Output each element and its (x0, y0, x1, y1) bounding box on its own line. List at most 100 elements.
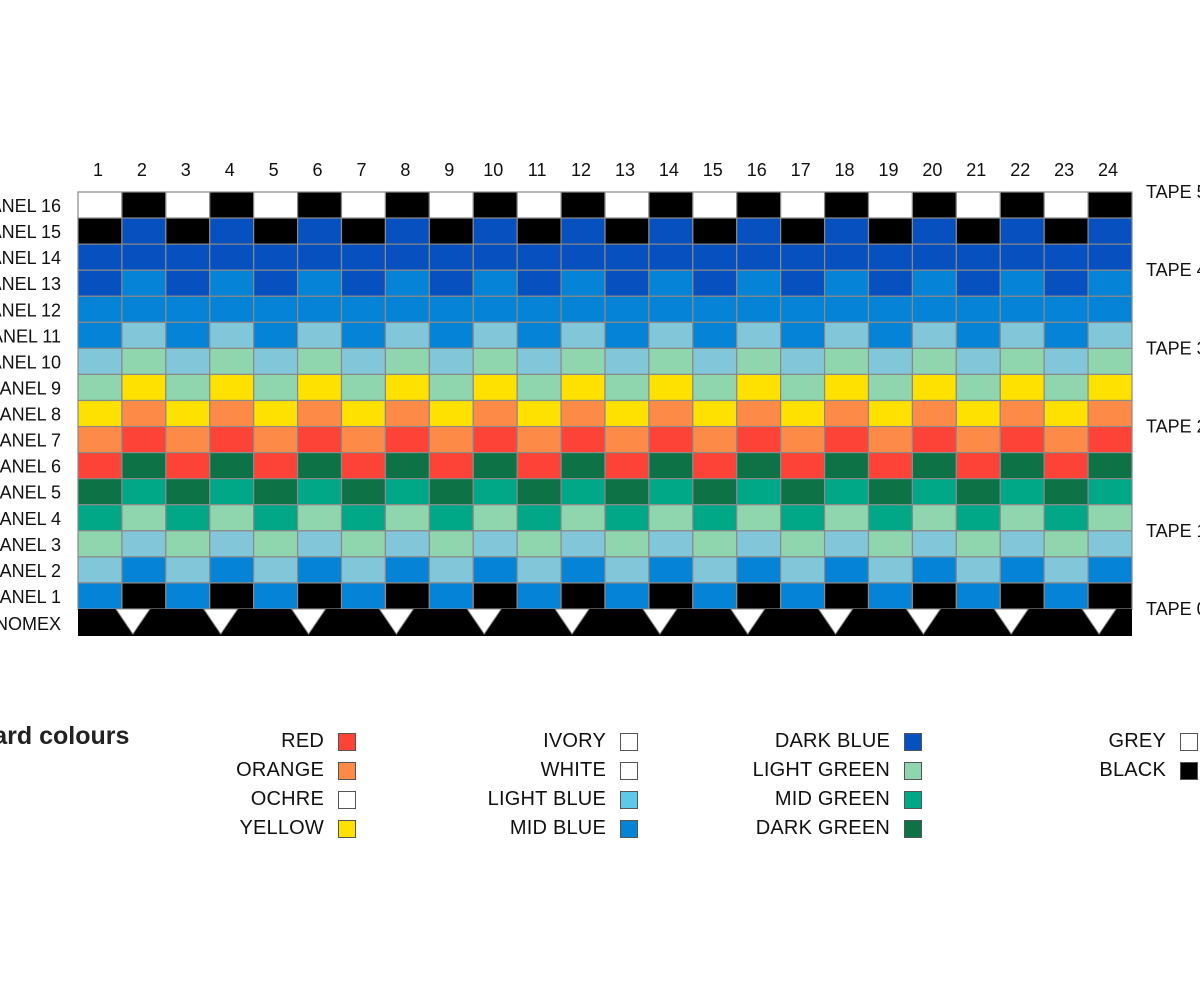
panel-cell (560, 425, 606, 454)
panel-cell (1087, 504, 1133, 532)
panel-cell (296, 582, 343, 610)
panel-label: PANEL 1 (0, 587, 61, 607)
panel-cell (648, 269, 694, 297)
panel-cell (209, 373, 255, 402)
panel-cell (560, 504, 606, 532)
panel-cell (911, 217, 957, 245)
panel-cell (340, 582, 387, 610)
panel-cell (472, 373, 518, 402)
panel-cell (384, 191, 430, 219)
column-number: 16 (747, 160, 767, 180)
panel-cell (516, 399, 562, 428)
panel-cell (604, 217, 650, 245)
legend-item: OCHRE (160, 785, 356, 814)
panel-cell (648, 425, 694, 454)
panel-cell (472, 504, 518, 532)
panel-cell (560, 269, 606, 297)
panel-cell (955, 243, 1001, 271)
ivory-swatch (620, 732, 638, 751)
mid-blue-swatch (620, 819, 638, 838)
panel-cell (1043, 243, 1089, 271)
panel-cell (165, 530, 211, 558)
panel-cell (165, 556, 211, 584)
panel-cell (384, 399, 430, 428)
panel-cell (340, 295, 387, 323)
panel-cell (692, 452, 738, 480)
panel-cell (121, 399, 167, 428)
panel-cell (780, 373, 826, 402)
panel-cell (780, 478, 826, 506)
panel-cell (1087, 217, 1133, 245)
panel-cell (692, 243, 738, 271)
panel-cell (121, 530, 167, 558)
panel-cell (340, 347, 387, 376)
panel-cell (77, 478, 123, 506)
panel-cell (780, 399, 826, 428)
panel-cell (428, 347, 474, 376)
panel-cell (77, 321, 123, 349)
legend-item-label: RED (281, 730, 324, 752)
panel-cell (692, 347, 738, 376)
panel-cell (1043, 295, 1089, 323)
panel-cell (253, 530, 299, 558)
panel-cell (955, 347, 1001, 376)
panel-label: PANEL 7 (0, 431, 61, 451)
panel-label: PANEL 11 (0, 326, 61, 346)
panel-cell (209, 425, 255, 454)
panel-cell (648, 295, 694, 323)
panel-cell (999, 217, 1045, 245)
panel-cell (340, 478, 387, 506)
panel-cell (384, 452, 430, 480)
panel-cell (121, 295, 167, 323)
panel-cell (516, 217, 562, 245)
panel-cell (1087, 478, 1133, 506)
panel-cell (999, 321, 1045, 349)
panel-cell (955, 530, 1001, 558)
panel-cell (340, 269, 387, 297)
panel-cell (648, 321, 694, 349)
nomex-notch (290, 608, 327, 635)
panel-cell (253, 191, 299, 219)
panel-cell (648, 452, 694, 480)
panel-cell (472, 452, 518, 480)
panel-cell (253, 504, 299, 532)
panel-cell (560, 452, 606, 480)
legend-column-4: GREY BLACK (1040, 727, 1198, 785)
panel-cell (955, 452, 1001, 480)
panel-cell (253, 425, 299, 454)
panel-cell (911, 478, 957, 506)
panel-cell (955, 399, 1001, 428)
panel-cell (1043, 399, 1089, 428)
panel-cell (955, 217, 1001, 245)
panel-cell (340, 425, 387, 454)
nomex-notch (378, 608, 415, 635)
panel-cell (472, 347, 518, 376)
light-blue-swatch (620, 790, 638, 809)
panel-cell (604, 530, 650, 558)
panel-cell (911, 556, 957, 584)
panel-cell (999, 243, 1045, 271)
panel-cell (1043, 321, 1089, 349)
panel-cell (209, 556, 255, 584)
panel-cell (692, 478, 738, 506)
legend-item-label: MID BLUE (509, 817, 606, 839)
panel-cell (253, 347, 299, 376)
legend-item-label: IVORY (543, 730, 606, 752)
legend-item: BLACK (1040, 756, 1198, 785)
panel-cell (867, 452, 914, 480)
legend-column-2: IVORY WHITE LIGHT BLUE MID BLUE (440, 727, 638, 843)
panel-cell (253, 452, 299, 480)
panel-cell (209, 191, 255, 219)
panel-cell (999, 530, 1045, 558)
panel-cell (823, 243, 870, 271)
orange-swatch (338, 761, 356, 780)
dark-green-swatch (904, 819, 922, 838)
panel-cell (121, 556, 167, 584)
panel-cell (296, 269, 343, 297)
panel-cell (209, 295, 255, 323)
panel-cell (648, 191, 694, 219)
panel-cell (692, 295, 738, 323)
panel-cell (428, 321, 474, 349)
panel-cell (1087, 269, 1133, 297)
column-number: 9 (444, 160, 454, 180)
